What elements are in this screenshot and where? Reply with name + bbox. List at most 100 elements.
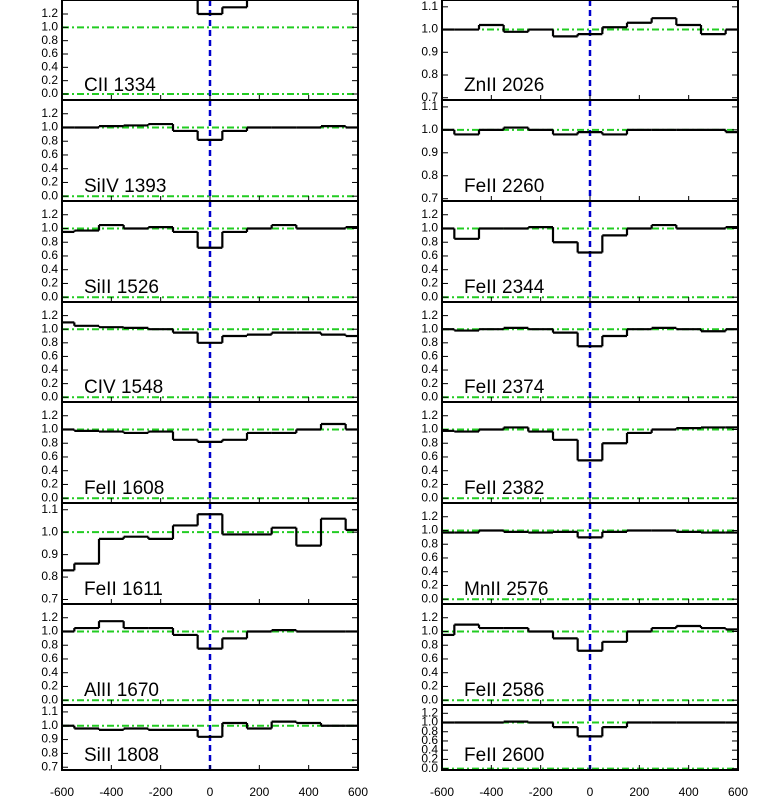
y-tick-label: 0.6 xyxy=(421,349,438,363)
x-tick-label: 200 xyxy=(249,785,269,799)
y-tick-label: 1.1 xyxy=(41,502,58,516)
y-tick-label: 0.8 xyxy=(421,435,438,449)
y-tick-label: 0.8 xyxy=(41,234,58,248)
plot-area xyxy=(442,0,738,100)
y-tick-label: 0.4 xyxy=(41,665,58,679)
y-tick-label: 1.0 xyxy=(421,715,438,729)
y-tick-label: 1.0 xyxy=(421,122,438,136)
line-label: FeII 2600 xyxy=(464,745,544,766)
y-tick-label: 1.1 xyxy=(421,99,438,113)
y-tick-label: 0.0 xyxy=(41,389,58,403)
y-tick-label: 0.2 xyxy=(41,73,58,87)
y-tick-label: 1.2 xyxy=(41,6,58,20)
y-tick-label: 0.4 xyxy=(41,60,58,74)
y-tick-label: 0.8 xyxy=(421,67,438,81)
y-tick-label: 1.0 xyxy=(421,422,438,436)
x-tick-label: -200 xyxy=(149,785,173,799)
y-tick-label: 1.0 xyxy=(421,624,438,638)
y-tick-label: 1.2 xyxy=(41,610,58,624)
line-label: FeII 2586 xyxy=(464,680,544,701)
y-tick-label: 0.0 xyxy=(421,591,438,605)
y-tick-label: 0.0 xyxy=(41,188,58,202)
y-tick-label: 0.2 xyxy=(421,578,438,592)
y-tick-label: 0.4 xyxy=(421,665,438,679)
x-tick-label: -600 xyxy=(430,785,454,799)
y-tick-label: 0.0 xyxy=(421,490,438,504)
y-tick-label: 1.1 xyxy=(421,0,438,13)
x-tick-label: 400 xyxy=(299,785,319,799)
y-tick-label: 0.8 xyxy=(421,724,438,738)
y-tick-label: 1.0 xyxy=(421,321,438,335)
y-tick-label: 1.2 xyxy=(421,610,438,624)
line-label: FeII 2344 xyxy=(464,277,545,298)
line-label: FeII 1611 xyxy=(84,579,163,600)
line-label: FeII 2374 xyxy=(464,377,545,398)
y-tick-label: 0.7 xyxy=(421,191,438,205)
line-label: ZnII 2026 xyxy=(464,75,544,96)
y-tick-label: 0.2 xyxy=(41,276,58,290)
panel: 0.00.20.40.60.81.01.2 CIV 1548 xyxy=(41,301,359,403)
y-tick-label: 0.6 xyxy=(421,248,438,262)
y-tick-label: 1.2 xyxy=(41,308,58,322)
panel-frame xyxy=(441,704,739,771)
panel: 0.7 0.8 0.9 1.0 1.1 ZnII 2026 xyxy=(421,0,739,104)
y-tick-label: 1.0 xyxy=(421,523,438,537)
y-tick-label: 0.8 xyxy=(41,637,58,651)
y-tick-label: 0.8 xyxy=(421,335,438,349)
line-label: SiIV 1393 xyxy=(84,176,166,197)
x-tick-label: 0 xyxy=(587,785,594,799)
y-tick-label: 1.0 xyxy=(41,321,58,335)
y-tick-label: 0.0 xyxy=(421,389,438,403)
x-tick-label: 600 xyxy=(728,785,748,799)
y-tick-label: 0.4 xyxy=(421,564,438,578)
y-tick-label: 0.4 xyxy=(421,362,438,376)
y-tick-label: 0.6 xyxy=(421,550,438,564)
y-tick-label: 0.4 xyxy=(421,463,438,477)
y-tick-label: 0.2 xyxy=(421,679,438,693)
y-tick-label: 0.9 xyxy=(41,732,58,746)
y-tick-label: 0.0 xyxy=(41,86,58,100)
y-tick-label: 0.9 xyxy=(421,145,438,159)
y-tick-label: 0.8 xyxy=(421,168,438,182)
y-tick-label: 0.8 xyxy=(421,234,438,248)
panel: 0.00.20.40.60.81.01.2 FeII 2382 xyxy=(421,401,739,504)
y-tick-label: 0.0 xyxy=(421,692,438,706)
panel: 0.00.20.40.60.81.01.2 FeII 2344 xyxy=(421,200,739,303)
y-tick-label: 0.2 xyxy=(41,679,58,693)
y-tick-label: 0.0 xyxy=(41,692,58,706)
y-tick-label: 1.2 xyxy=(421,509,438,523)
y-tick-label: 1.0 xyxy=(41,221,58,235)
y-tick-label: 1.2 xyxy=(421,408,438,422)
line-label: SiII 1808 xyxy=(84,745,159,766)
panel: 0.70.80.91.01.1 -600 -400 -200 0 200 400 600 SiI… xyxy=(41,704,368,799)
line-label: MnII 2576 xyxy=(464,579,549,600)
y-tick-label: 0.2 xyxy=(41,175,58,189)
y-tick-label: 0.4 xyxy=(41,362,58,376)
panel: 0.00.20.40.60.81.01.2 FeII 2586 xyxy=(421,603,739,706)
y-tick-label: 0.9 xyxy=(41,547,58,561)
line-label: SiII 1526 xyxy=(84,277,159,298)
panel: 0.00.20.40.60.81.01.2 AlII 1670 xyxy=(41,603,359,706)
line-label: FeII 1608 xyxy=(84,478,164,499)
line-label: CIV 1548 xyxy=(84,377,163,398)
line-label: AlII 1670 xyxy=(84,680,159,701)
panel: 0.7 0.8 0.9 1.0 1.1 FeII 2260 xyxy=(421,99,739,205)
plot-area xyxy=(62,402,358,503)
x-tick-label: -200 xyxy=(529,785,553,799)
panel: 0.00.20.40.60.81.01.2 MnII 2576 xyxy=(421,502,739,605)
y-tick-label: 0.9 xyxy=(421,44,438,58)
y-tick-label: 0.7 xyxy=(421,90,438,104)
y-tick-label: 0.0 xyxy=(41,490,58,504)
line-label: FeII 2260 xyxy=(464,176,544,197)
y-tick-label: 0.6 xyxy=(421,651,438,665)
panel: 0.7 0.8 0.9 1.0 1.1 FeII 1611 xyxy=(41,502,359,606)
y-tick-label: 0.6 xyxy=(41,449,58,463)
x-tick-label: 400 xyxy=(679,785,699,799)
y-tick-label: 0.2 xyxy=(421,752,438,766)
x-tick-label: 600 xyxy=(348,785,368,799)
y-tick-label: 0.4 xyxy=(421,262,438,276)
plot-area xyxy=(442,100,738,201)
x-tick-label: 200 xyxy=(629,785,649,799)
plot-area xyxy=(62,0,358,100)
y-tick-label: 1.0 xyxy=(41,624,58,638)
